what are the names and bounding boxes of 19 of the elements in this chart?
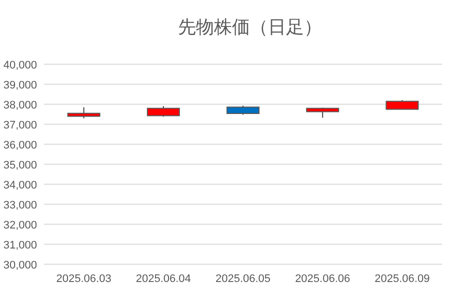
y-tick-label: 36,000 [3, 139, 37, 152]
y-tick-label: 38,000 [3, 99, 37, 112]
y-tick-label: 35,000 [3, 159, 37, 172]
y-tick-label: 32,000 [3, 219, 37, 232]
y-tick-label: 40,000 [3, 59, 37, 72]
x-tick-label: 2025.06.06 [295, 273, 350, 285]
y-tick-label: 37,000 [3, 119, 37, 132]
y-tick-label: 39,000 [3, 79, 37, 92]
y-tick-label: 30,000 [3, 259, 37, 272]
x-tick-label: 2025.06.03 [56, 273, 112, 285]
y-tick-label: 33,000 [3, 199, 37, 212]
chart-title: 先物株価（日足） [178, 17, 322, 37]
y-tick-label: 34,000 [3, 179, 37, 192]
x-tick-label: 2025.06.05 [215, 273, 271, 285]
x-tick-label: 2025.06.09 [374, 273, 430, 285]
candlestick [67, 106, 100, 119]
x-tick-label: 2025.06.04 [136, 273, 191, 285]
y-tick-label: 31,000 [3, 239, 37, 252]
candlestick [306, 107, 340, 118]
